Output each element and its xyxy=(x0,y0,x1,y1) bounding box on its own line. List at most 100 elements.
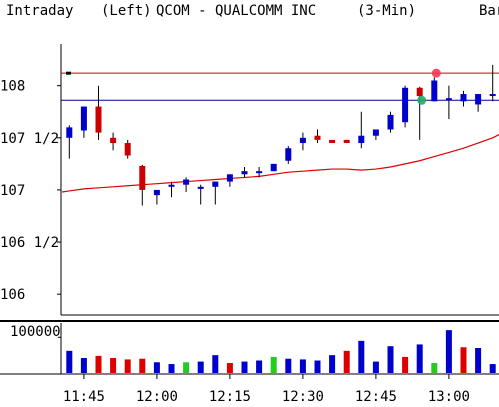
candle xyxy=(139,164,146,206)
candle xyxy=(183,177,190,193)
price-pane: 108 107 1/2 107 106 1/2 106 xyxy=(0,44,499,316)
candle-body xyxy=(197,186,204,189)
y-tick-label: 107 1/2 xyxy=(0,131,59,147)
x-tick-label: 12:30 xyxy=(282,389,324,405)
volume-bar xyxy=(489,364,496,373)
candle-body xyxy=(168,184,175,187)
candle xyxy=(241,166,248,178)
candle-body xyxy=(489,94,496,97)
volume-pane: 100000 xyxy=(0,323,499,375)
candle xyxy=(416,86,423,140)
volume-bar xyxy=(124,359,131,373)
volume-bar xyxy=(226,363,233,373)
volume-bar xyxy=(372,361,379,373)
x-tick-label: 11:45 xyxy=(63,389,105,405)
candle-body xyxy=(343,139,350,144)
volume-bar xyxy=(460,347,467,373)
volume-bar xyxy=(183,362,190,373)
candle-body xyxy=(270,163,277,172)
candle xyxy=(358,111,365,149)
candle-body xyxy=(183,179,190,185)
markers xyxy=(417,68,441,105)
x-tick-label: 12:15 xyxy=(209,389,251,405)
candle xyxy=(256,166,263,178)
candle xyxy=(124,139,131,159)
green-marker xyxy=(417,95,427,105)
volume-tick-label: 100000 xyxy=(10,324,61,340)
candle xyxy=(343,139,350,144)
candle-body xyxy=(80,106,87,131)
candle-body xyxy=(372,129,379,136)
volume-bar xyxy=(139,358,146,373)
candle-body xyxy=(475,94,482,105)
candle-body xyxy=(226,174,233,182)
candle xyxy=(270,163,277,172)
candle-body xyxy=(402,87,409,123)
mode-label: Intraday xyxy=(6,3,73,19)
interval-label: (3-Min) xyxy=(357,3,416,19)
y-tick-label: 108 xyxy=(0,79,25,95)
volume-bar xyxy=(153,362,160,373)
candle-body xyxy=(358,135,365,144)
red-marker xyxy=(431,68,441,78)
candle-body xyxy=(95,106,102,133)
time-x-ticks: 11:45 12:00 12:15 12:30 12:45 13:00 xyxy=(63,374,470,405)
candle xyxy=(299,132,306,151)
volume-bar xyxy=(387,346,394,373)
volume-bar xyxy=(168,364,175,373)
reference-line-handle xyxy=(66,71,71,75)
candle-body xyxy=(460,94,467,102)
candle xyxy=(226,174,233,187)
volume-bars xyxy=(66,330,496,373)
volume-bar xyxy=(431,363,438,373)
x-tick-label: 13:00 xyxy=(428,389,470,405)
candle-body xyxy=(124,143,131,156)
moving-average xyxy=(61,134,499,193)
candle-body xyxy=(153,189,160,196)
y-tick-label: 107 xyxy=(0,183,25,199)
x-tick-label: 12:45 xyxy=(355,389,397,405)
right-header-label: Bar xyxy=(479,3,499,19)
volume-bar xyxy=(95,355,102,373)
candle-body xyxy=(387,114,394,130)
volume-bar xyxy=(66,350,73,373)
candle-body xyxy=(445,98,452,101)
volume-bar xyxy=(110,358,117,373)
candle-body xyxy=(431,80,438,102)
candle xyxy=(387,111,394,133)
candle-body xyxy=(299,137,306,144)
volume-bar xyxy=(241,361,248,373)
candle xyxy=(445,85,452,120)
axis-side-label: (Left) xyxy=(101,3,152,19)
volume-bar xyxy=(402,356,409,373)
volume-bar xyxy=(314,360,321,373)
candle-body xyxy=(212,181,219,187)
volume-bar xyxy=(416,344,423,373)
candle xyxy=(212,181,219,205)
y-tick-label: 106 1/2 xyxy=(0,235,59,251)
candles xyxy=(66,64,496,206)
candle xyxy=(431,77,438,102)
volume-bar xyxy=(299,359,306,373)
volume-bar xyxy=(445,330,452,373)
candle-body xyxy=(66,127,73,138)
candle xyxy=(460,90,467,107)
volume-bar xyxy=(285,358,292,373)
candle xyxy=(197,184,204,205)
candle-body xyxy=(110,137,117,144)
candle-body xyxy=(256,171,263,174)
x-tick-label: 12:00 xyxy=(136,389,178,405)
volume-bar xyxy=(329,355,336,373)
volume-bar xyxy=(270,356,277,373)
moving-average-line xyxy=(61,134,499,193)
candle xyxy=(110,132,117,151)
candle xyxy=(285,146,292,164)
candle xyxy=(66,125,73,159)
symbol-title: QCOM - QUALCOMM INC xyxy=(156,3,316,19)
candle-body xyxy=(329,139,336,144)
candle-body xyxy=(416,87,423,97)
candle xyxy=(372,129,379,140)
candle xyxy=(153,189,160,205)
volume-bar xyxy=(80,358,87,373)
